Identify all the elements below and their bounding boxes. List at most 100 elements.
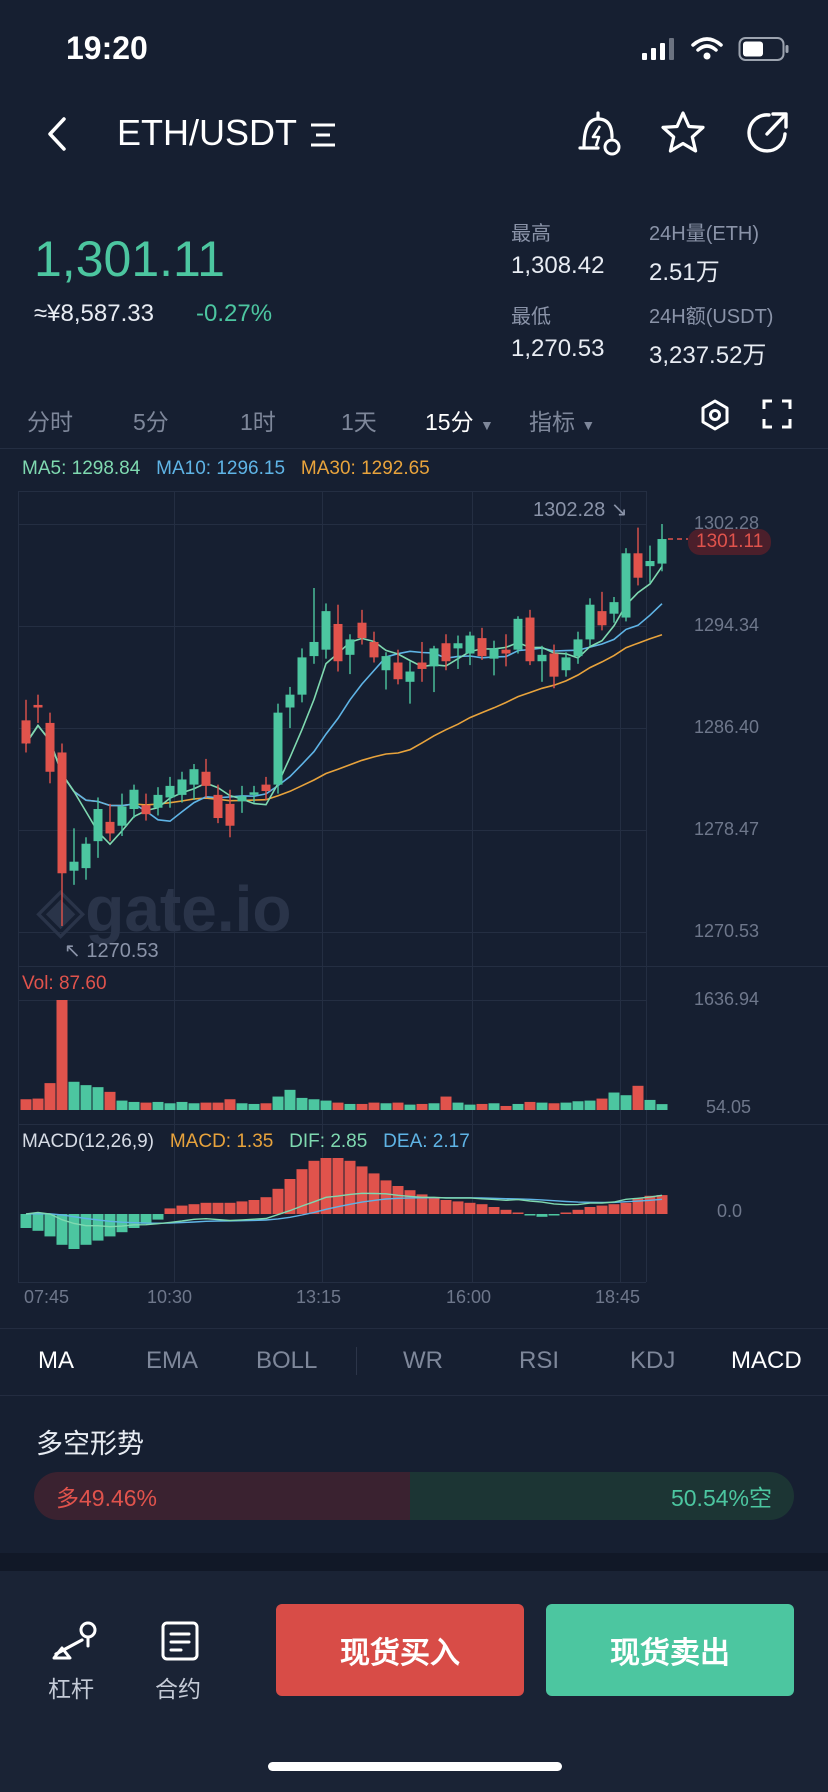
amt24-value: 3,237.52万	[649, 342, 767, 369]
short-ratio: 50.54%空	[409, 1472, 794, 1520]
volume-bar	[224, 1099, 236, 1110]
signal-icon	[642, 38, 674, 60]
volume-bar	[200, 1102, 212, 1110]
macd-zero-label: 0.0	[717, 1201, 743, 1221]
spot-sell-button[interactable]: 现货卖出	[546, 1604, 794, 1696]
tab-timeshare[interactable]: 分时	[27, 409, 73, 435]
star-icon[interactable]	[660, 110, 706, 156]
candle-body	[465, 635, 475, 654]
candle-body	[57, 752, 67, 874]
price-chart[interactable]	[0, 0, 828, 1320]
leverage-icon[interactable]	[52, 1620, 100, 1660]
candle-body	[45, 722, 55, 772]
leverage-label[interactable]: 杠杆	[48, 1676, 94, 1702]
candle-body	[513, 618, 523, 650]
candle-body	[21, 720, 31, 744]
settings-icon[interactable]	[698, 398, 732, 432]
grid-line	[18, 830, 646, 831]
candle-body	[609, 602, 619, 614]
grid-line	[18, 728, 646, 729]
tab-wr[interactable]: WR	[403, 1347, 443, 1374]
volume-max-label: 1636.94	[694, 989, 760, 1009]
macd-bar	[116, 1214, 128, 1233]
grid-line	[322, 491, 323, 1282]
grid-line	[18, 491, 19, 1282]
spot-buy-button[interactable]: 现货买入	[276, 1604, 524, 1696]
status-icons	[640, 36, 790, 62]
tab-indicators[interactable]: 指标 ▼	[529, 403, 595, 437]
candle-body	[213, 794, 223, 819]
candle-body	[333, 623, 343, 662]
time-axis-label: 10:30	[147, 1287, 193, 1307]
volume-bar	[44, 1083, 56, 1110]
fullscreen-icon[interactable]	[762, 399, 792, 429]
candle-body	[621, 553, 631, 618]
tab-boll[interactable]: BOLL	[256, 1347, 318, 1374]
dea-line	[25, 1196, 663, 1224]
macd-bar	[548, 1214, 560, 1216]
candle-body	[297, 657, 307, 695]
tab-15m[interactable]: 15分 ▼	[425, 403, 494, 437]
list-icon[interactable]	[308, 120, 338, 150]
candle-body	[633, 553, 643, 578]
macd-bar	[608, 1204, 620, 1214]
home-indicator[interactable]	[268, 1762, 562, 1771]
volume-bar	[416, 1103, 428, 1110]
tab-ema[interactable]: EMA	[146, 1347, 199, 1374]
dif-line	[25, 1192, 663, 1228]
volume-bar	[464, 1104, 476, 1110]
volume-bar	[56, 1000, 68, 1110]
macd-bar	[272, 1188, 284, 1214]
low-value: 1,270.53	[511, 335, 605, 362]
volume-bar	[524, 1101, 536, 1110]
contract-icon[interactable]	[160, 1620, 200, 1662]
ma5-label: MA5: 1298.84	[22, 458, 141, 479]
status-time: 19:20	[66, 30, 148, 66]
volume-bar	[104, 1091, 116, 1110]
contract-label[interactable]: 合约	[155, 1676, 201, 1702]
volume-bar	[212, 1102, 224, 1110]
macd-bar	[188, 1204, 200, 1214]
macd-bar	[596, 1205, 608, 1214]
tab-ma[interactable]: MA	[38, 1347, 74, 1374]
pair-title[interactable]: ETH/USDT	[117, 112, 297, 154]
candle-body	[441, 643, 451, 662]
back-icon[interactable]	[44, 116, 72, 152]
low-label: 最低	[511, 306, 551, 328]
share-icon[interactable]	[745, 110, 791, 156]
tabs-divider	[0, 448, 828, 449]
tab-rsi[interactable]: RSI	[519, 1347, 560, 1374]
volume-bar	[320, 1100, 332, 1110]
candle-body	[489, 648, 499, 659]
volume-bar	[368, 1102, 380, 1110]
macd-bar	[296, 1169, 308, 1214]
volume-bar	[392, 1102, 404, 1110]
volume-bar	[404, 1104, 416, 1110]
volume-bar	[332, 1102, 344, 1110]
macd-bar	[656, 1195, 668, 1214]
volume-bar	[584, 1100, 596, 1110]
macd-bar	[20, 1214, 32, 1228]
candle-body	[321, 611, 331, 650]
volume-bar	[92, 1087, 104, 1110]
tab-5m[interactable]: 5分	[133, 409, 169, 435]
candle-body	[393, 662, 403, 680]
candle-body	[285, 694, 295, 708]
macd-bar	[488, 1207, 500, 1214]
tab-1h[interactable]: 1时	[240, 409, 276, 435]
candle-body	[657, 539, 667, 564]
tab-kdj[interactable]: KDJ	[630, 1347, 676, 1374]
candle-body	[261, 784, 271, 792]
caret-down-icon: ▼	[581, 417, 596, 433]
grid-line	[18, 1000, 646, 1001]
price-cny: ≈¥8,587.33	[34, 300, 154, 327]
volume-bar	[20, 1099, 32, 1110]
alert-icon[interactable]	[576, 111, 622, 157]
volume-bar	[68, 1081, 80, 1110]
tab-macd[interactable]: MACD	[731, 1347, 802, 1374]
macd-bar	[164, 1208, 176, 1214]
amt24-label: 24H额(USDT)	[649, 306, 774, 328]
time-axis-label: 13:15	[296, 1287, 342, 1307]
macd-bar	[104, 1214, 116, 1237]
tab-1d[interactable]: 1天	[341, 409, 377, 435]
